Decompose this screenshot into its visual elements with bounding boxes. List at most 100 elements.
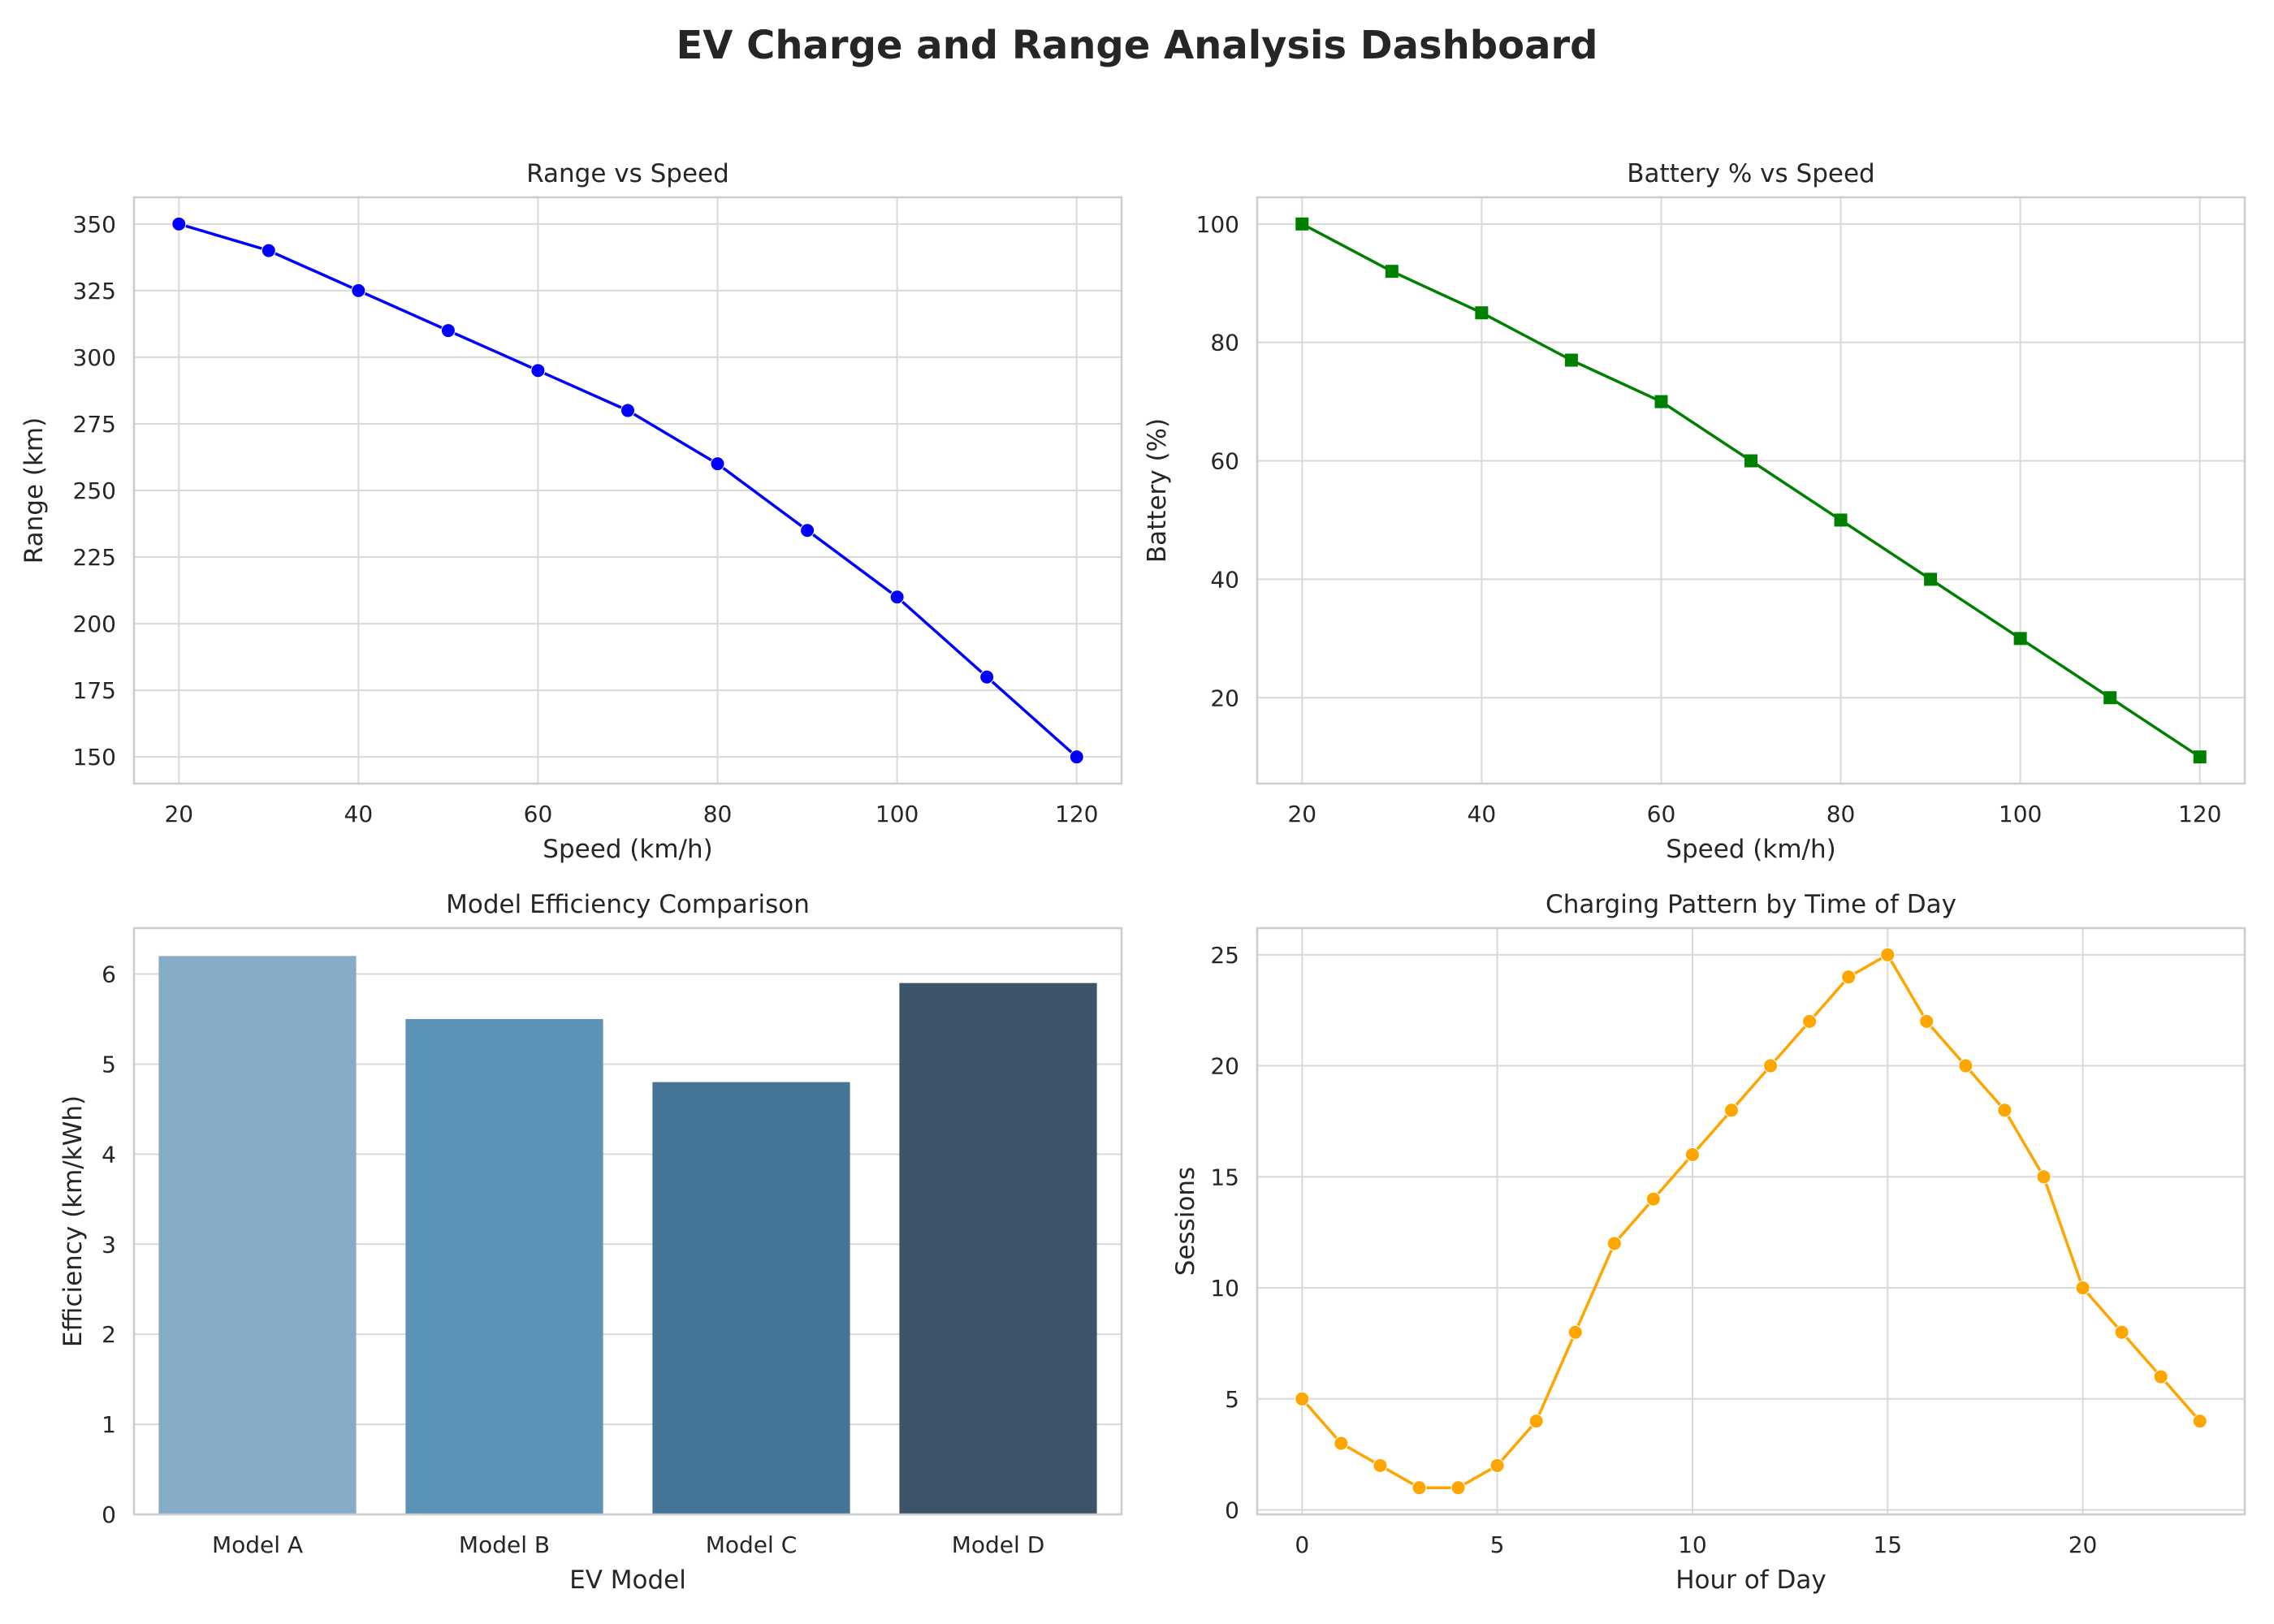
marks-charging-pattern [1295, 947, 2207, 1496]
x-tick-label: Model B [459, 1531, 550, 1558]
data-point [1475, 306, 1489, 320]
y-tick-label: 20 [1210, 1053, 1239, 1080]
data-point [1919, 1013, 1935, 1029]
data-point [1489, 1458, 1505, 1473]
data-point [1958, 1058, 1974, 1073]
y-tick-label: 15 [1210, 1164, 1239, 1190]
data-point [1564, 353, 1578, 367]
y-axis-label-model-efficiency: Efficiency (km/kWh) [58, 1095, 88, 1347]
x-tick-label: 10 [1678, 1531, 1707, 1558]
data-point [1606, 1236, 1622, 1251]
x-tick-label: 80 [1827, 801, 1856, 827]
plot-frame-model-efficiency [132, 926, 1123, 1516]
x-tick-label: 15 [1873, 1531, 1902, 1558]
x-tick-label: 20 [2069, 1531, 2098, 1558]
x-tick-label: 5 [1490, 1531, 1505, 1558]
data-point [1834, 513, 1848, 527]
x-axis-label-charging-pattern: Hour of Day [1675, 1566, 1826, 1595]
data-point [1645, 1191, 1661, 1207]
data-point [2114, 1324, 2129, 1340]
y-axis-label-range-vs-speed: Range (km) [19, 417, 49, 564]
x-tick-label: 100 [875, 801, 919, 827]
marks-battery-vs-speed [1295, 217, 2207, 764]
y-axis-label-charging-pattern: Sessions [1171, 1167, 1200, 1276]
y-tick-label: 100 [1196, 211, 1239, 238]
data-point [1528, 1414, 1544, 1429]
y-tick-label: 225 [73, 544, 116, 571]
data-point [2153, 1369, 2168, 1384]
y-tick-label: 175 [73, 677, 116, 704]
x-tick-label: 60 [1647, 801, 1676, 827]
bar-model-d [899, 983, 1097, 1514]
x-tick-label: 40 [344, 801, 374, 827]
data-point [1841, 970, 1857, 985]
data-point [1997, 1103, 2012, 1118]
marks-range-vs-speed [171, 216, 1084, 765]
bar-model-b [405, 1019, 603, 1514]
y-tick-label: 5 [102, 1051, 116, 1078]
data-point [1412, 1480, 1427, 1496]
data-point [1723, 1103, 1739, 1118]
y-tick-label: 0 [102, 1501, 116, 1528]
x-tick-label: Model D [952, 1531, 1045, 1558]
y-tick-label: 25 [1210, 942, 1239, 969]
x-tick-label: 20 [1287, 801, 1316, 827]
y-tick-label: 4 [102, 1141, 116, 1168]
data-point [710, 456, 725, 472]
data-point [2193, 750, 2207, 764]
x-tick-label: 20 [164, 801, 193, 827]
data-point [1744, 454, 1757, 468]
ticks-model-efficiency: 0 1 2 3 4 5 6 Model A Model B Model C Model D [102, 961, 1044, 1558]
data-point [1763, 1058, 1779, 1073]
data-point [1373, 1458, 1388, 1473]
data-point [1069, 749, 1084, 765]
y-tick-label: 325 [73, 278, 116, 304]
y-tick-label: 20 [1210, 685, 1239, 711]
x-tick-label: 120 [1055, 801, 1098, 827]
chart-title-battery-vs-speed: Battery % vs Speed [1627, 159, 1874, 188]
ticks-battery-vs-speed: 20 40 60 80 100 20 40 60 80 100 120 [1196, 211, 2222, 827]
chart-title-charging-pattern: Charging Pattern by Time of Day [1546, 890, 1956, 919]
y-tick-label: 80 [1210, 330, 1239, 356]
data-point [440, 323, 456, 339]
chart-model-efficiency: 0 1 2 3 4 5 6 Model A Model B Model C Model D Mode… [58, 890, 1123, 1595]
x-axis-label-battery-vs-speed: Speed (km/h) [1666, 835, 1835, 864]
grid-charging-pattern [1257, 928, 2245, 1514]
x-tick-label: 120 [2178, 801, 2221, 827]
y-tick-label: 6 [102, 961, 116, 988]
dashboard-title: EV Charge and Range Analysis Dashboard [676, 23, 1597, 68]
data-point [2103, 691, 2117, 705]
x-tick-label: 100 [1999, 801, 2042, 827]
y-tick-label: 200 [73, 611, 116, 637]
data-point [2013, 632, 2027, 646]
y-tick-label: 40 [1210, 566, 1239, 593]
data-point [1802, 1013, 1818, 1029]
data-point [2036, 1169, 2051, 1185]
data-point [1295, 217, 1309, 231]
data-point [2075, 1281, 2090, 1296]
y-tick-label: 3 [102, 1231, 116, 1258]
data-point [800, 523, 815, 538]
data-point [1450, 1480, 1466, 1496]
ticks-range-vs-speed: 150 175 200 225 250 275 300 325 350 20 40 60 80 100 12… [73, 211, 1099, 827]
x-tick-label: 80 [703, 801, 733, 827]
y-tick-label: 150 [73, 744, 116, 771]
data-point [620, 403, 635, 418]
plot-frame-range-vs-speed [132, 196, 1123, 785]
plot-frame-battery-vs-speed [1256, 196, 2246, 785]
chart-title-model-efficiency: Model Efficiency Comparison [446, 890, 810, 919]
data-point [1567, 1324, 1583, 1340]
x-tick-label: 60 [524, 801, 553, 827]
marks-model-efficiency [158, 956, 1097, 1514]
plot-frame-charging-pattern [1256, 926, 2246, 1516]
data-point [261, 243, 276, 258]
y-tick-label: 2 [102, 1321, 116, 1348]
data-point [979, 669, 995, 685]
y-tick-label: 275 [73, 411, 116, 438]
data-point [1334, 1436, 1349, 1451]
y-tick-label: 1 [102, 1411, 116, 1438]
chart-charging-pattern: 0 5 10 15 20 25 0 5 10 15 20 Charging Pattern by T… [1171, 890, 2246, 1595]
chart-title-range-vs-speed: Range vs Speed [526, 159, 729, 188]
data-point [1385, 265, 1399, 279]
data-point [1654, 395, 1668, 408]
